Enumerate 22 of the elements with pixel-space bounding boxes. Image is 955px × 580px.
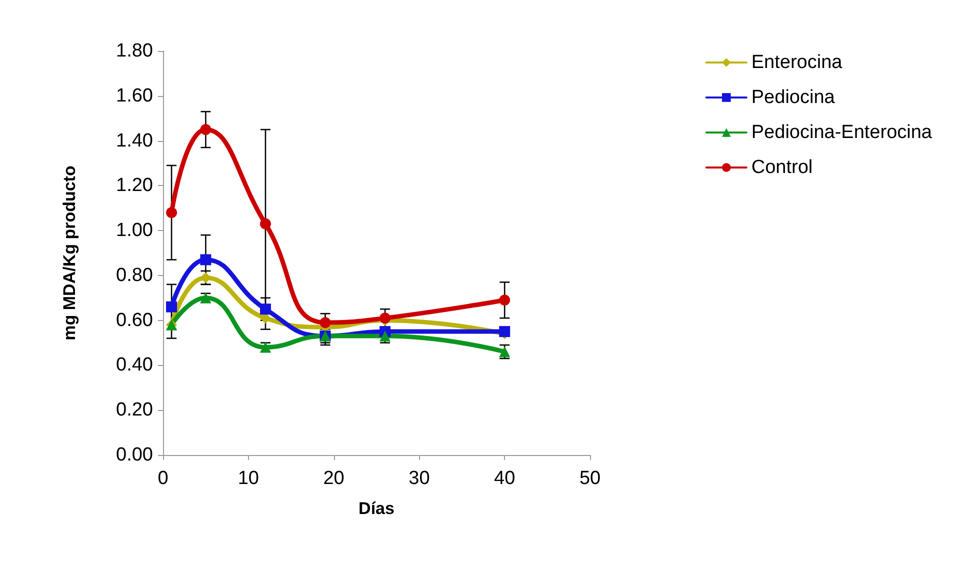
y-tick-label: 1.00 bbox=[116, 220, 153, 242]
y-tick-label: 1.40 bbox=[116, 130, 153, 152]
y-tick-label: 0.80 bbox=[116, 264, 153, 286]
y-tick-label: 0.40 bbox=[116, 354, 153, 376]
y-tick-label: 1.20 bbox=[116, 175, 153, 196]
y-tick-label: 0.00 bbox=[116, 444, 153, 466]
y-tick-label: 0.20 bbox=[116, 400, 153, 421]
x-tick-label: 10 bbox=[238, 468, 259, 489]
x-tick-label: 50 bbox=[579, 468, 601, 489]
x-tick-label: 40 bbox=[494, 468, 516, 489]
legend-label: Pediocina bbox=[751, 87, 836, 108]
y-tick-label: 1.60 bbox=[116, 85, 153, 106]
x-axis-title: Días bbox=[358, 499, 394, 518]
x-tick-label: 0 bbox=[158, 468, 168, 489]
y-axis-title: mg MDA/Kg producto bbox=[60, 166, 79, 340]
x-tick-label: 30 bbox=[408, 468, 430, 489]
legend-label: Enterocina bbox=[751, 52, 843, 73]
y-tick-label: 1.80 bbox=[116, 40, 153, 62]
y-tick-label: 0.60 bbox=[116, 310, 153, 331]
legend-label: Control bbox=[751, 157, 813, 178]
x-tick-label: 20 bbox=[323, 468, 344, 489]
legend-label: Pediocina-Enterocina bbox=[751, 122, 932, 143]
